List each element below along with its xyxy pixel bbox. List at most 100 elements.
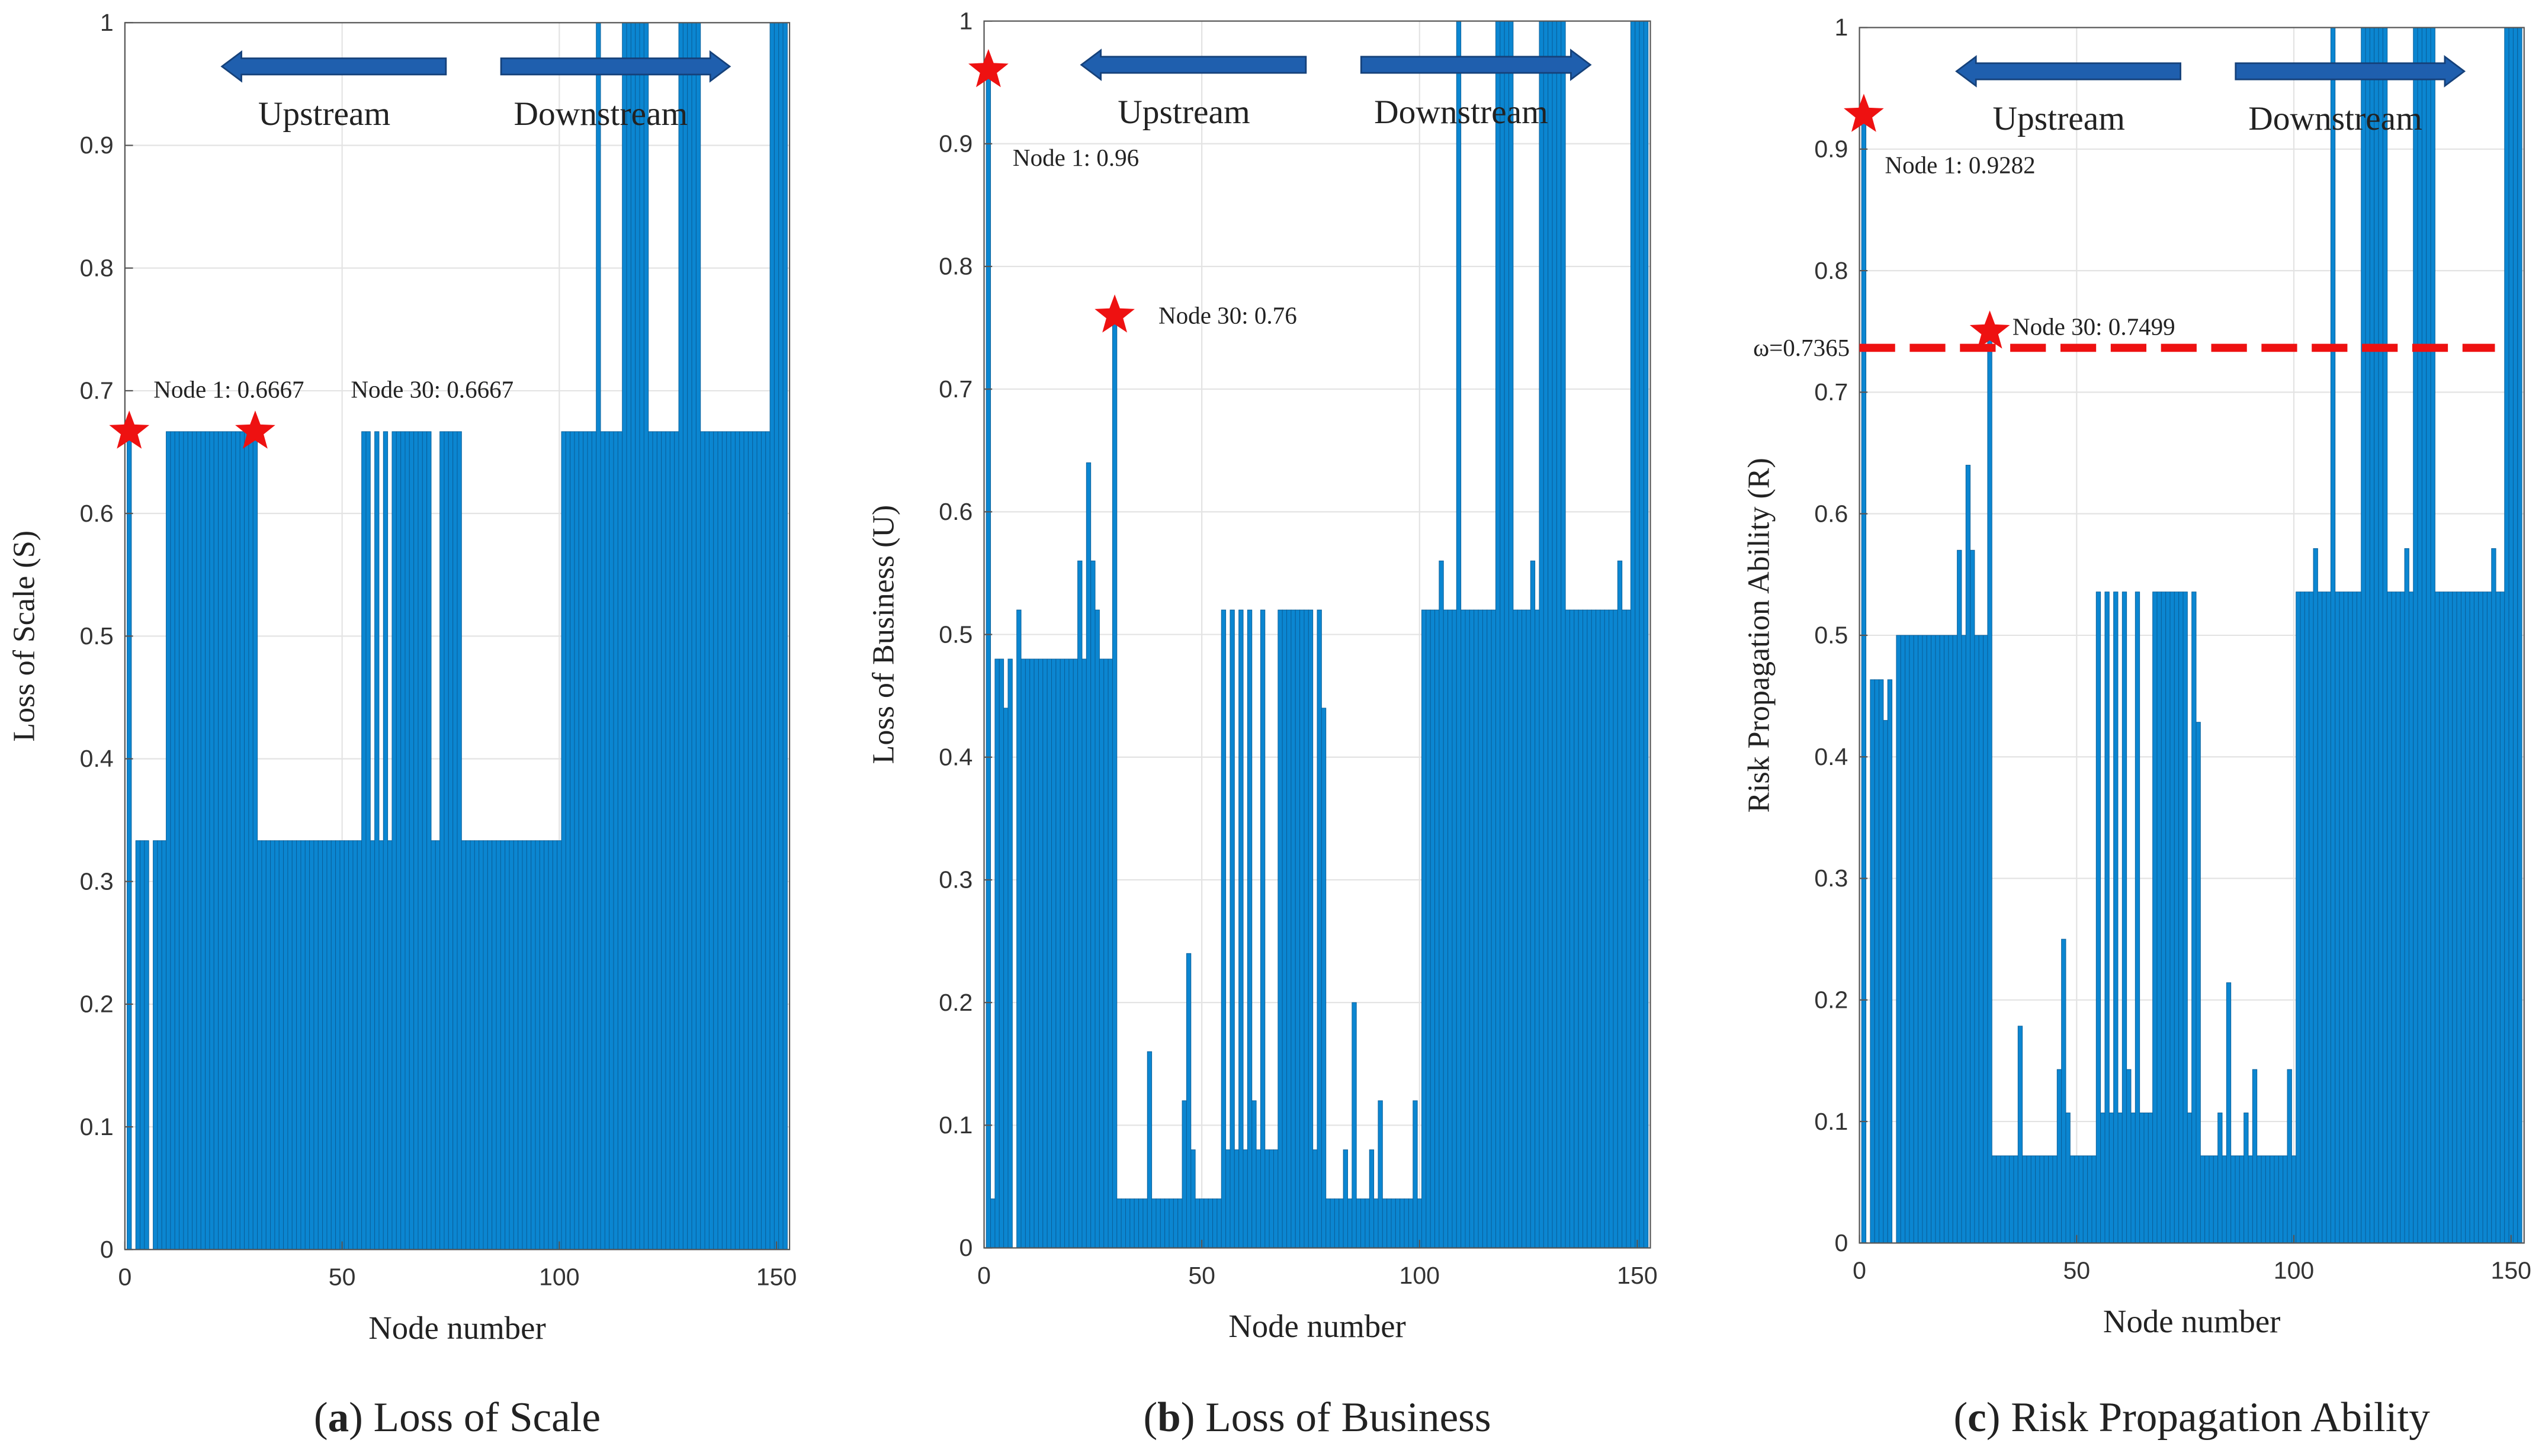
upstream-label: Upstream (1118, 94, 1250, 131)
bar (200, 431, 206, 1250)
bar (1426, 609, 1431, 1249)
bar (426, 431, 432, 1250)
bar (2469, 592, 2474, 1243)
bar (1535, 609, 1540, 1249)
bar (2330, 27, 2336, 1243)
bar (1400, 1198, 1405, 1249)
bar (1604, 609, 1610, 1249)
bar (2035, 1155, 2040, 1243)
y-tick-label: 0.9 (939, 130, 972, 157)
bar (2174, 592, 2180, 1243)
bar (239, 431, 245, 1250)
bar (648, 431, 653, 1250)
bar (448, 431, 454, 1250)
bar (1487, 609, 1492, 1249)
bar (2382, 27, 2388, 1243)
bar (2400, 592, 2405, 1243)
bar (1356, 1198, 1362, 1249)
bar (773, 22, 779, 1250)
bar (1491, 609, 1496, 1249)
bar (1609, 609, 1614, 1249)
bar (487, 840, 493, 1250)
bar (1068, 658, 1074, 1249)
bar (1970, 549, 1975, 1243)
bar (370, 840, 375, 1250)
bar (405, 431, 410, 1250)
bar (1108, 658, 1113, 1249)
bar (2135, 592, 2140, 1243)
bar (2239, 1155, 2245, 1243)
bar (2274, 1155, 2279, 1243)
bar (1474, 609, 1479, 1249)
bar (531, 840, 536, 1250)
caption-part: ) Loss of Business (1181, 1394, 1491, 1441)
caption: (c) Risk Propagation Ability (1953, 1394, 2430, 1441)
bar (244, 431, 249, 1250)
y-tick-label: 0.4 (80, 745, 114, 772)
bar (2052, 1155, 2058, 1243)
y-tick-label: 0.4 (1814, 743, 1848, 770)
bar (2374, 27, 2379, 1243)
bar (1504, 21, 1509, 1249)
bar (734, 431, 740, 1250)
upstream-label: Upstream (1993, 100, 2125, 137)
bar (1282, 609, 1288, 1249)
bar (1347, 1198, 1353, 1249)
bar (1169, 1198, 1174, 1249)
y-tick-label: 0.9 (80, 131, 114, 159)
bar (339, 840, 345, 1250)
annotation: Node 1: 0.9282 (1885, 151, 2035, 178)
bar (1121, 1198, 1126, 1249)
caption-part: ( (1143, 1394, 1157, 1441)
bar (2317, 592, 2323, 1243)
x-axis-label: Node number (1228, 1308, 1405, 1344)
x-axis-label: Node number (2103, 1303, 2280, 1339)
bar (205, 431, 210, 1250)
bar (1978, 635, 1984, 1243)
bar (2369, 27, 2375, 1243)
bar (1177, 1198, 1183, 1249)
x-tick-label: 50 (329, 1264, 356, 1291)
bar (361, 431, 367, 1250)
bar (630, 22, 636, 1250)
star-marker (109, 410, 150, 449)
bar (218, 431, 223, 1250)
bar (278, 840, 284, 1250)
caption-part: ( (1953, 1394, 1968, 1441)
bar (2165, 592, 2171, 1243)
bar (509, 840, 514, 1250)
bar (1003, 708, 1009, 1249)
bar (1147, 1051, 1153, 1249)
bar (2452, 592, 2457, 1243)
bar (617, 431, 623, 1250)
bar (2082, 1155, 2088, 1243)
bar (1495, 21, 1501, 1249)
bar (483, 840, 488, 1250)
bar (604, 431, 610, 1250)
bar (1352, 1002, 1357, 1249)
bar (1373, 1198, 1379, 1249)
bar (2257, 1155, 2262, 1243)
bar (700, 431, 705, 1250)
bar (387, 840, 393, 1250)
bar (1974, 635, 1979, 1243)
bar (1221, 609, 1227, 1249)
bar (2056, 1069, 2062, 1243)
bar (1308, 609, 1314, 1249)
bar (400, 431, 406, 1250)
bar (222, 431, 227, 1250)
bar (1029, 658, 1035, 1249)
bar (265, 840, 271, 1250)
bar (1639, 21, 1644, 1249)
bar (439, 431, 445, 1250)
bar (348, 840, 354, 1250)
bar (999, 658, 1004, 1249)
x-tick-label: 150 (2491, 1257, 2532, 1284)
bar (317, 840, 323, 1250)
bar (2495, 592, 2501, 1243)
bar (2387, 592, 2392, 1243)
bar (760, 431, 766, 1250)
bar (344, 840, 349, 1250)
bar (2026, 1155, 2031, 1243)
y-tick-label: 0.8 (80, 254, 114, 281)
